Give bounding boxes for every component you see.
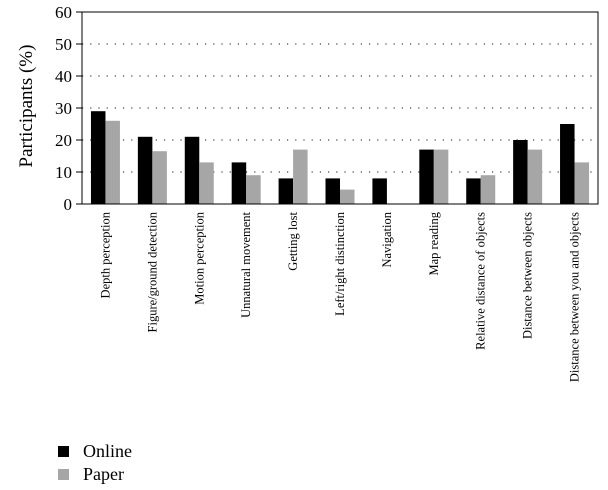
y-tick-label: 10 (55, 163, 72, 182)
x-tick-label: Distance between objects (521, 212, 535, 339)
bar-paper (152, 151, 167, 204)
bar-online (513, 140, 528, 204)
bar-online (466, 178, 481, 204)
bar-paper (574, 162, 590, 204)
bar-online (231, 162, 247, 204)
bar-paper (340, 189, 355, 204)
x-tick-label: Distance between you and objects (568, 212, 582, 382)
x-tick-label: Depth perception (98, 211, 112, 298)
bar-online (137, 136, 153, 204)
bar-online (325, 178, 340, 204)
bar-paper (293, 149, 308, 204)
y-tick-label: 60 (55, 3, 72, 22)
x-tick-label: Figure/ground detection (145, 211, 159, 332)
y-axis-ticks: 0 10 20 30 40 50 60 (55, 3, 82, 214)
bar-paper (480, 175, 496, 204)
bar-paper (433, 149, 449, 204)
y-tick-label: 50 (55, 35, 72, 54)
bar-online (90, 111, 106, 204)
y-tick-label: 20 (55, 131, 72, 150)
x-tick-label: Left/right distinction (333, 211, 347, 316)
y-tick-label: 40 (55, 67, 72, 86)
bar-paper (246, 175, 261, 204)
x-tick-label: Map reading (427, 211, 441, 275)
legend-swatch-online (58, 446, 69, 457)
bar-paper (527, 149, 543, 204)
bar-online (419, 149, 434, 204)
bar-online (278, 178, 294, 204)
y-tick-label: 0 (64, 195, 73, 214)
y-axis-title: Participants (%) (16, 45, 37, 168)
x-tick-label: Navigation (380, 211, 394, 267)
bar-online (372, 178, 387, 204)
x-tick-label: Getting lost (286, 211, 300, 270)
bars (90, 111, 590, 204)
y-tick-label: 30 (55, 99, 72, 118)
bar-paper (105, 120, 120, 204)
legend-label-paper: Paper (83, 464, 124, 484)
legend-swatch-paper (58, 469, 69, 480)
x-tick-label: Motion perception (192, 211, 206, 304)
legend-label-online: Online (83, 441, 132, 461)
bar-chart: 0 10 20 30 40 50 60 Depth perception Figure/gro… (16, 3, 599, 382)
legend: Online Paper (58, 440, 132, 486)
x-tick-label: Relative distance of objects (474, 212, 488, 350)
bar-online (184, 136, 200, 204)
x-tick-label: Unnatural movement (239, 211, 253, 317)
legend-item-paper: Paper (58, 463, 132, 486)
bar-paper (199, 162, 214, 204)
legend-item-online: Online (58, 440, 132, 463)
x-axis-labels: Depth perception Figure/ground detection M… (98, 211, 581, 382)
bar-online (560, 124, 575, 204)
